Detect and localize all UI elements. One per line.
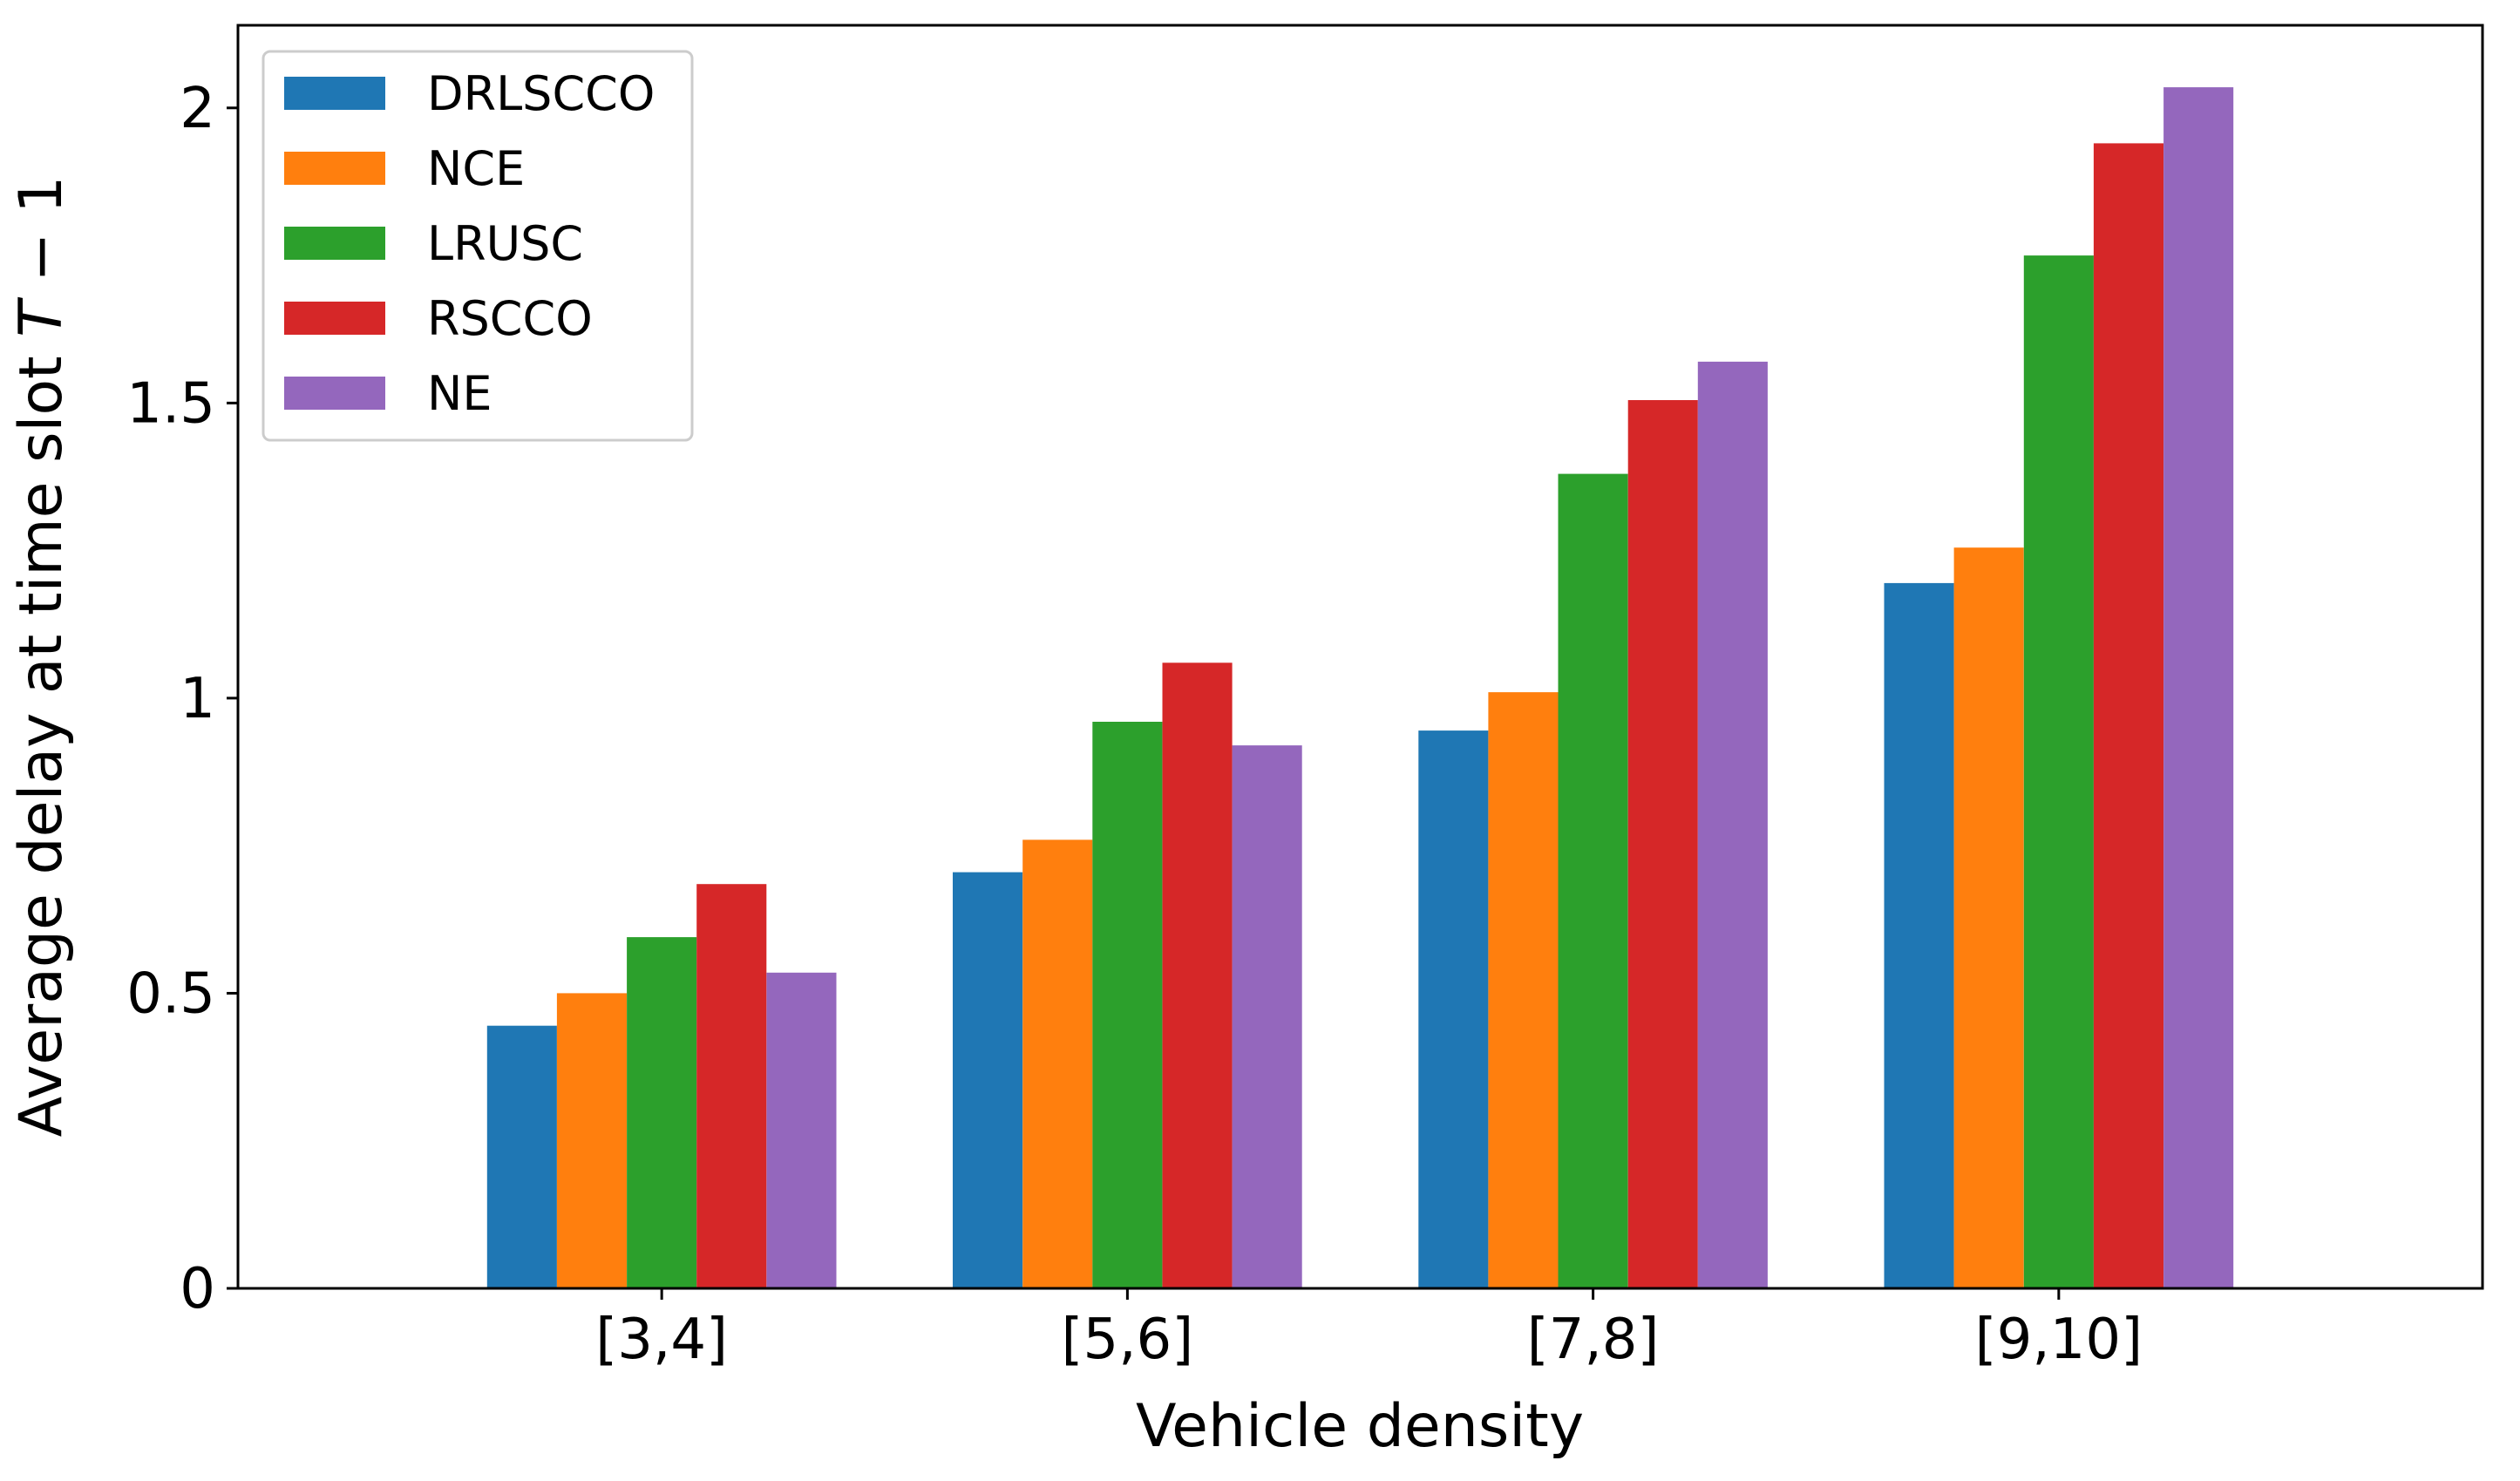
bar-lrusc-1 — [627, 937, 697, 1288]
legend-label-ne: NE — [427, 366, 492, 421]
x-axis-ticks: [3,4] [5,6] [7,8] [9,10] — [595, 1288, 2143, 1372]
bar-drlscco-1 — [486, 1025, 557, 1288]
bar-nce-1 — [556, 993, 627, 1288]
y-tick-label: 1 — [180, 667, 215, 731]
bar-drlscco-2 — [953, 872, 1023, 1288]
legend-label-drlscco: DRLSCCO — [427, 66, 655, 121]
y-axis-label: Average delay at time slot T − 1 — [7, 176, 76, 1138]
bar-ne-1 — [766, 972, 837, 1289]
legend-label-rscco: RSCCO — [427, 291, 593, 346]
plot-frame — [236, 24, 2484, 1290]
bar-lrusc-3 — [1558, 473, 1628, 1288]
bar-rscco-2 — [1162, 662, 1233, 1288]
y-tick-label: 0.5 — [126, 961, 215, 1026]
legend-swatch-lrusc — [284, 227, 385, 260]
x-tick-label: [3,4] — [595, 1308, 728, 1372]
bar-rscco-4 — [2093, 143, 2163, 1288]
legend-label-lrusc: LRUSC — [427, 216, 583, 271]
legend-label-nce: NCE — [427, 141, 525, 196]
bar-drlscco-3 — [1418, 730, 1489, 1288]
y-tick-label: 0 — [180, 1257, 215, 1321]
legend-items: DRLSCCO NCE LRUSC RSCCO NE — [284, 66, 655, 421]
legend-swatch-nce — [284, 152, 385, 185]
legend: DRLSCCO NCE LRUSC RSCCO NE — [262, 50, 694, 442]
x-tick-label: [7,8] — [1527, 1308, 1660, 1372]
legend-frame — [262, 50, 694, 442]
bar-nce-3 — [1488, 692, 1559, 1288]
legend-swatch-ne — [284, 377, 385, 410]
y-axis-ticks: 0 0.5 1 1.5 2 — [126, 77, 238, 1321]
bar-lrusc-4 — [2023, 255, 2094, 1289]
bar-nce-4 — [1953, 547, 2024, 1288]
bar-nce-2 — [1022, 839, 1093, 1288]
legend-swatch-drlscco — [284, 77, 385, 110]
y-tick-label: 2 — [180, 77, 215, 141]
bar-rscco-1 — [696, 884, 767, 1288]
bar-ne-4 — [2163, 87, 2234, 1289]
bar-rscco-3 — [1627, 400, 1698, 1288]
y-tick-label: 1.5 — [126, 371, 215, 436]
x-tick-label: [9,10] — [1975, 1308, 2143, 1372]
bar-ne-3 — [1697, 361, 1768, 1288]
bars-layer — [486, 87, 2234, 1289]
bar-lrusc-2 — [1092, 722, 1163, 1288]
bar-drlscco-4 — [1884, 582, 1954, 1288]
x-axis-label: Vehicle density — [1136, 1392, 1584, 1461]
legend-swatch-rscco — [284, 302, 385, 335]
bar-ne-2 — [1232, 745, 1302, 1288]
x-tick-label: [5,6] — [1062, 1308, 1194, 1372]
